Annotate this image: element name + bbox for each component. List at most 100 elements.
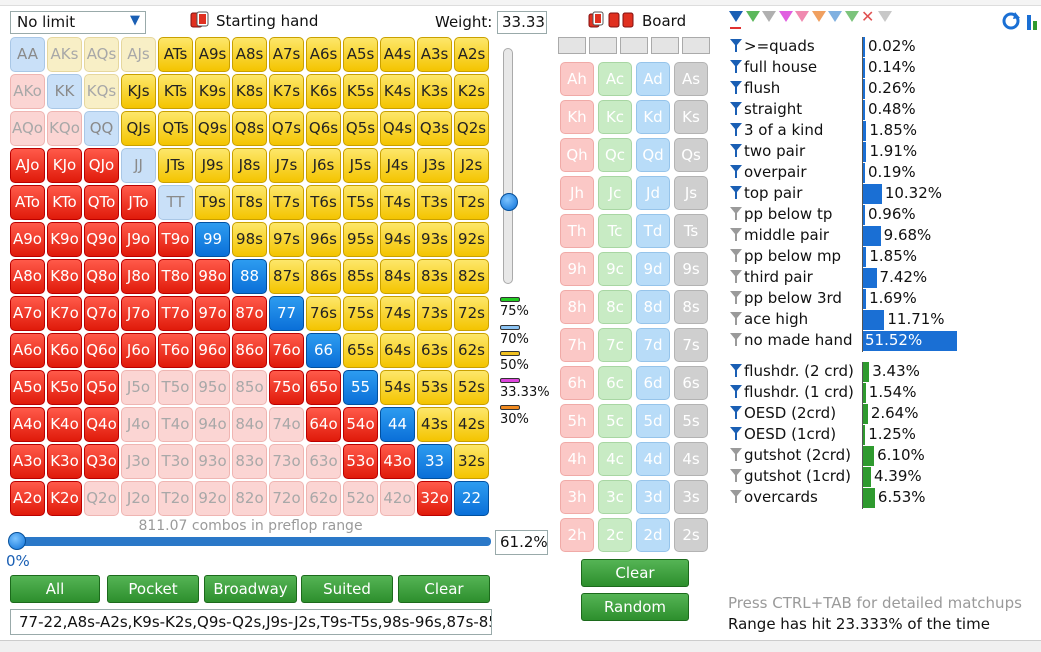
filter-funnel-icon[interactable] [729, 247, 743, 265]
hands-filter-row[interactable]: top pair [729, 184, 802, 205]
hand-cell-q5o[interactable]: Q5o [84, 370, 119, 405]
range-percent-input[interactable]: 61.2% [495, 530, 548, 555]
hand-cell-k3s[interactable]: K3s [417, 74, 452, 109]
board-card-2h[interactable]: 2h [560, 518, 594, 552]
hand-cell-72o[interactable]: 72o [269, 481, 304, 516]
draws-filter-row[interactable]: gutshot (1crd) [729, 467, 851, 488]
hand-cell-q3o[interactable]: Q3o [84, 444, 119, 479]
hand-cell-aqo[interactable]: AQo [10, 111, 45, 146]
hand-cell-55[interactable]: 55 [343, 370, 378, 405]
range-slider-track[interactable] [10, 537, 491, 546]
hand-cell-42s[interactable]: 42s [454, 407, 489, 442]
broadway-button[interactable]: Broadway [204, 575, 297, 603]
weight-slider-track[interactable] [503, 48, 513, 284]
filter-funnel-icon[interactable] [729, 205, 743, 223]
filter-icon[interactable] [844, 11, 859, 22]
hand-cell-ajs[interactable]: AJs [121, 37, 156, 72]
hands-filter-row[interactable]: straight [729, 100, 802, 121]
hand-cell-95s[interactable]: 95s [343, 222, 378, 257]
hand-cell-a8s[interactable]: A8s [232, 37, 267, 72]
hand-cell-22[interactable]: 22 [454, 481, 489, 516]
hand-cell-a3o[interactable]: A3o [10, 444, 45, 479]
weight-slider-thumb[interactable] [500, 193, 518, 211]
board-card-2d[interactable]: 2d [636, 518, 670, 552]
hands-filter-row[interactable]: pp below tp [729, 205, 832, 226]
hand-cell-t6s[interactable]: T6s [306, 185, 341, 220]
filter-funnel-icon[interactable] [729, 446, 743, 464]
filter-funnel-icon[interactable] [729, 184, 743, 202]
board-card-8h[interactable]: 8h [560, 290, 594, 324]
hand-cell-t8s[interactable]: T8s [232, 185, 267, 220]
hand-cell-j9s[interactable]: J9s [195, 148, 230, 183]
hand-cell-t7s[interactable]: T7s [269, 185, 304, 220]
hand-cell-t9o[interactable]: T9o [158, 222, 193, 257]
hand-cell-75s[interactable]: 75s [343, 296, 378, 331]
hand-cell-k4s[interactable]: K4s [380, 74, 415, 109]
draws-filter-row[interactable]: OESD (2crd) [729, 404, 836, 425]
hand-cell-t6o[interactable]: T6o [158, 333, 193, 368]
filter-icon[interactable] [745, 11, 760, 22]
draws-filter-row[interactable]: OESD (1crd) [729, 425, 836, 446]
hand-cell-53s[interactable]: 53s [417, 370, 452, 405]
board-card-6c[interactable]: 6c [598, 366, 632, 400]
filter-funnel-icon[interactable] [729, 383, 743, 401]
board-card-tc[interactable]: Tc [598, 214, 632, 248]
hand-cell-32s[interactable]: 32s [454, 444, 489, 479]
filter-funnel-icon[interactable] [729, 58, 743, 76]
board-card-3c[interactable]: 3c [598, 480, 632, 514]
hand-cell-jj[interactable]: JJ [121, 148, 156, 183]
board-card-5s[interactable]: 5s [674, 404, 708, 438]
hands-filter-row[interactable]: no made hand [729, 331, 853, 352]
board-card-7c[interactable]: 7c [598, 328, 632, 362]
filter-icon[interactable] [828, 11, 842, 22]
hand-cell-t7o[interactable]: T7o [158, 296, 193, 331]
filter-funnel-icon[interactable] [729, 362, 743, 380]
hand-cell-k4o[interactable]: K4o [47, 407, 82, 442]
board-card-jh[interactable]: Jh [560, 176, 594, 210]
hand-cell-a9s[interactable]: A9s [195, 37, 230, 72]
hand-cell-q2s[interactable]: Q2s [454, 111, 489, 146]
hand-cell-j5o[interactable]: J5o [121, 370, 156, 405]
board-card-ah[interactable]: Ah [560, 62, 594, 96]
hand-cell-96s[interactable]: 96s [306, 222, 341, 257]
hand-cell-a2o[interactable]: A2o [10, 481, 45, 516]
board-card-8d[interactable]: 8d [636, 290, 670, 324]
hands-filter-row[interactable]: full house [729, 58, 817, 79]
hand-cell-75o[interactable]: 75o [269, 370, 304, 405]
hand-cell-t3o[interactable]: T3o [158, 444, 193, 479]
hand-cell-43o[interactable]: 43o [380, 444, 415, 479]
hand-cell-k7o[interactable]: K7o [47, 296, 82, 331]
hand-cell-33[interactable]: 33 [417, 444, 452, 479]
hands-filter-row[interactable]: >=quads [729, 37, 815, 58]
board-card-qh[interactable]: Qh [560, 138, 594, 172]
filter-clear-icon[interactable]: ✕ [861, 7, 875, 26]
hands-filter-row[interactable]: flush [729, 79, 780, 100]
hand-cell-q2o[interactable]: Q2o [84, 481, 119, 516]
board-card-as[interactable]: As [674, 62, 708, 96]
board-card-qc[interactable]: Qc [598, 138, 632, 172]
hand-cell-t3s[interactable]: T3s [417, 185, 452, 220]
board-card-7s[interactable]: 7s [674, 328, 708, 362]
board-card-jd[interactable]: Jd [636, 176, 670, 210]
board-card-9c[interactable]: 9c [598, 252, 632, 286]
filter-funnel-icon[interactable] [729, 79, 743, 97]
filter-funnel-icon[interactable] [729, 226, 743, 244]
filter-funnel-icon[interactable] [729, 37, 743, 55]
hand-cell-77[interactable]: 77 [269, 296, 304, 331]
hands-filter-row[interactable]: two pair [729, 142, 805, 163]
hand-cell-qts[interactable]: QTs [158, 111, 193, 146]
hand-cell-j2o[interactable]: J2o [121, 481, 156, 516]
hand-cell-82o[interactable]: 82o [232, 481, 267, 516]
hand-cell-j7s[interactable]: J7s [269, 148, 304, 183]
hand-cell-43s[interactable]: 43s [417, 407, 452, 442]
board-card-6h[interactable]: 6h [560, 366, 594, 400]
board-card-qd[interactable]: Qd [636, 138, 670, 172]
hand-cell-q7o[interactable]: Q7o [84, 296, 119, 331]
hand-cell-qjs[interactable]: QJs [121, 111, 156, 146]
hand-cell-ats[interactable]: ATs [158, 37, 193, 72]
hand-cell-72s[interactable]: 72s [454, 296, 489, 331]
filter-funnel-icon[interactable] [729, 310, 743, 328]
filter-icon[interactable] [795, 11, 809, 22]
hand-cell-94s[interactable]: 94s [380, 222, 415, 257]
refresh-icon[interactable] [1001, 11, 1021, 35]
